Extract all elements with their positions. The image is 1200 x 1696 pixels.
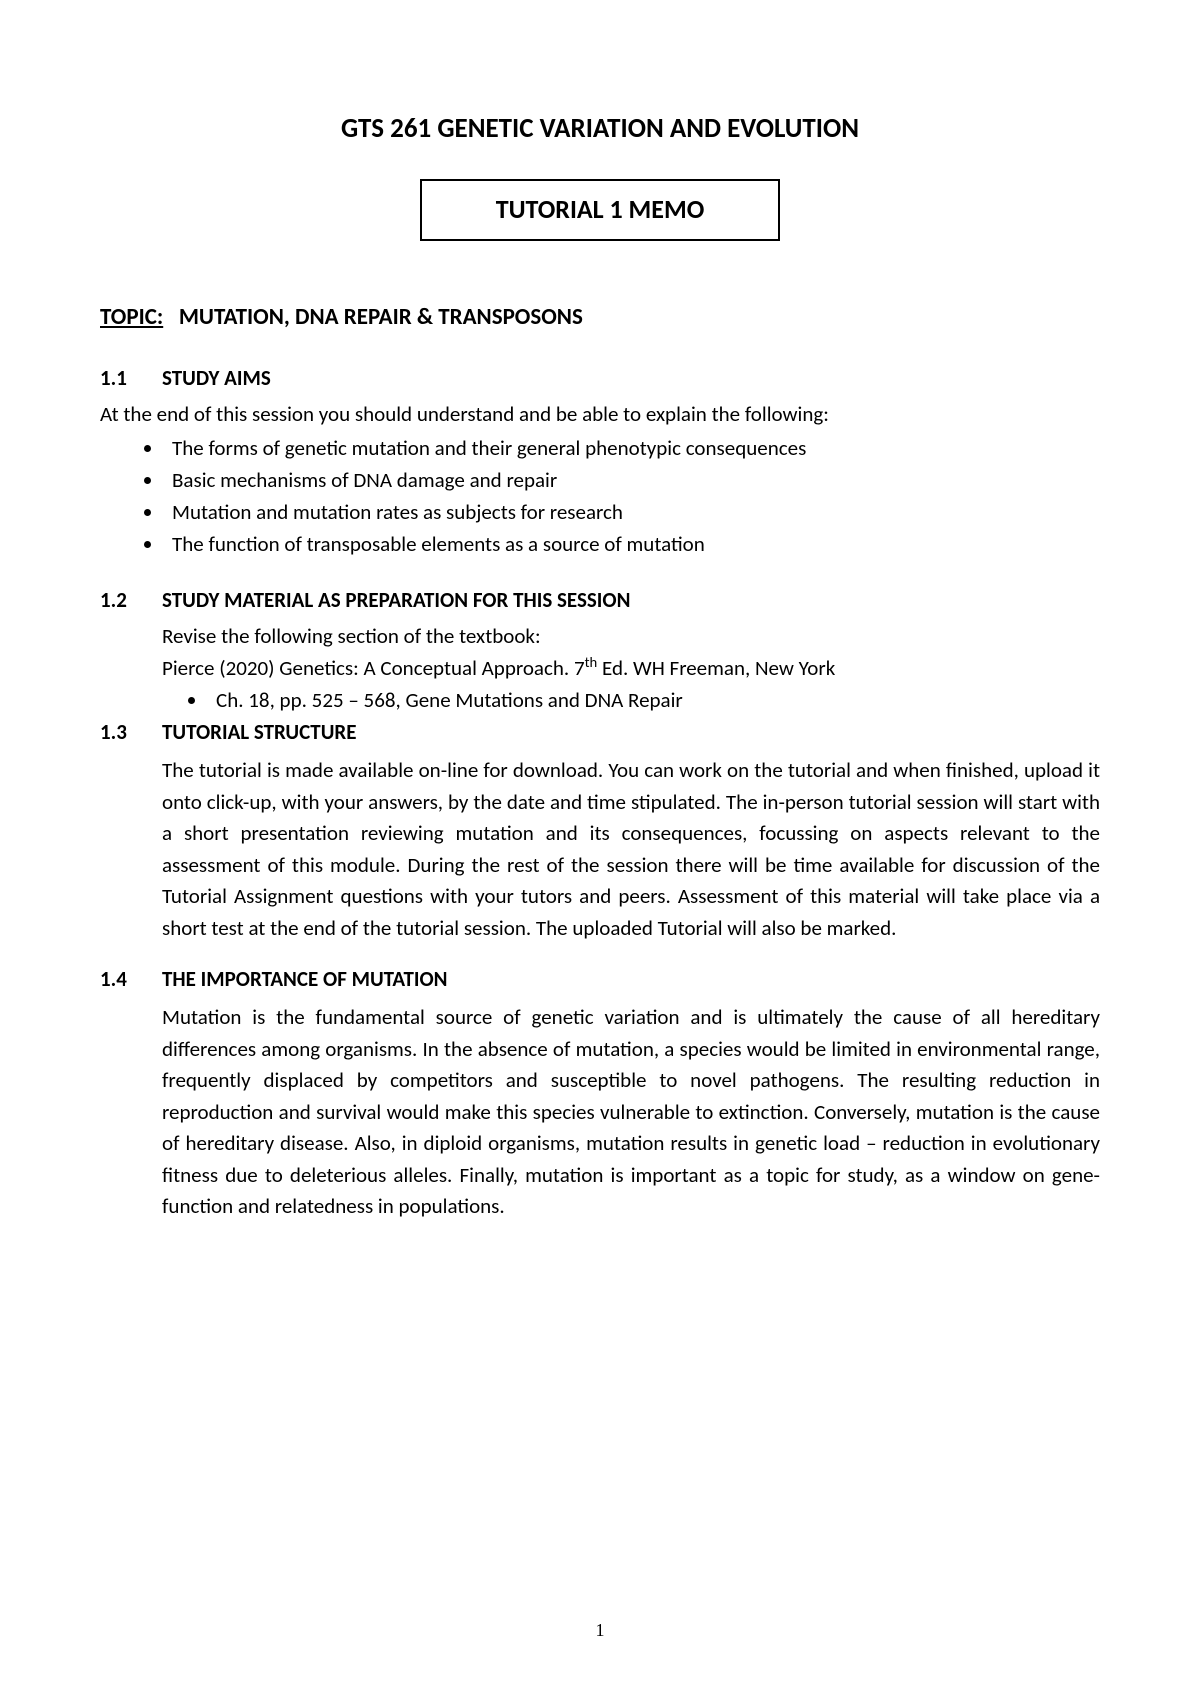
section-heading: THE IMPORTANCE OF MUTATION [162, 966, 448, 992]
text-pre: Pierce (2020) Genetics: A Conceptual App… [162, 655, 585, 681]
study-material-line2: Pierce (2020) Genetics: A Conceptual App… [162, 653, 1100, 681]
section-heading: STUDY MATERIAL AS PREPARATION FOR THIS S… [162, 587, 630, 613]
topic-label: TOPIC: [100, 303, 163, 331]
topic-text: MUTATION, DNA REPAIR & TRANSPOSONS [179, 303, 583, 331]
section-1-1-heading-row: 1.1 STUDY AIMS [100, 365, 1100, 391]
section-heading: STUDY AIMS [162, 365, 271, 391]
list-item: The forms of genetic mutation and their … [164, 435, 1100, 461]
section-number: 1.1 [100, 365, 162, 391]
topic-line: TOPIC: MUTATION, DNA REPAIR & TRANSPOSON… [100, 303, 1100, 331]
study-material-block: Revise the following section of the text… [162, 623, 1100, 681]
study-aims-intro: At the end of this session you should un… [100, 401, 1100, 427]
text-sup: th [585, 653, 598, 671]
list-item: Ch. 18, pp. 525 – 568, Gene Mutations an… [208, 687, 1100, 713]
list-item: The function of transposable elements as… [164, 531, 1100, 557]
subtitle-box: TUTORIAL 1 MEMO [420, 179, 780, 241]
section-1-2-heading-row: 1.2 STUDY MATERIAL AS PREPARATION FOR TH… [100, 587, 1100, 613]
document-page: GTS 261 GENETIC VARIATION AND EVOLUTION … [0, 0, 1200, 1696]
subtitle-text: TUTORIAL 1 MEMO [496, 193, 705, 225]
tutorial-structure-text: The tutorial is made available on-line f… [162, 755, 1100, 944]
list-item: Mutation and mutation rates as subjects … [164, 499, 1100, 525]
section-heading: TUTORIAL STRUCTURE [162, 719, 356, 745]
main-title: GTS 261 GENETIC VARIATION AND EVOLUTION [100, 112, 1100, 145]
study-material-list: Ch. 18, pp. 525 – 568, Gene Mutations an… [100, 687, 1100, 713]
section-number: 1.3 [100, 719, 162, 745]
section-number: 1.2 [100, 587, 162, 613]
section-1-4-heading-row: 1.4 THE IMPORTANCE OF MUTATION [100, 966, 1100, 992]
importance-text: Mutation is the fundamental source of ge… [162, 1002, 1100, 1223]
section-number: 1.4 [100, 966, 162, 992]
text-post: Ed. WH Freeman, New York [597, 655, 835, 681]
study-material-line1: Revise the following section of the text… [162, 623, 1100, 649]
page-number: 1 [0, 1620, 1200, 1641]
study-aims-list: The forms of genetic mutation and their … [100, 435, 1100, 557]
list-item: Basic mechanisms of DNA damage and repai… [164, 467, 1100, 493]
section-1-3-heading-row: 1.3 TUTORIAL STRUCTURE [100, 719, 1100, 745]
